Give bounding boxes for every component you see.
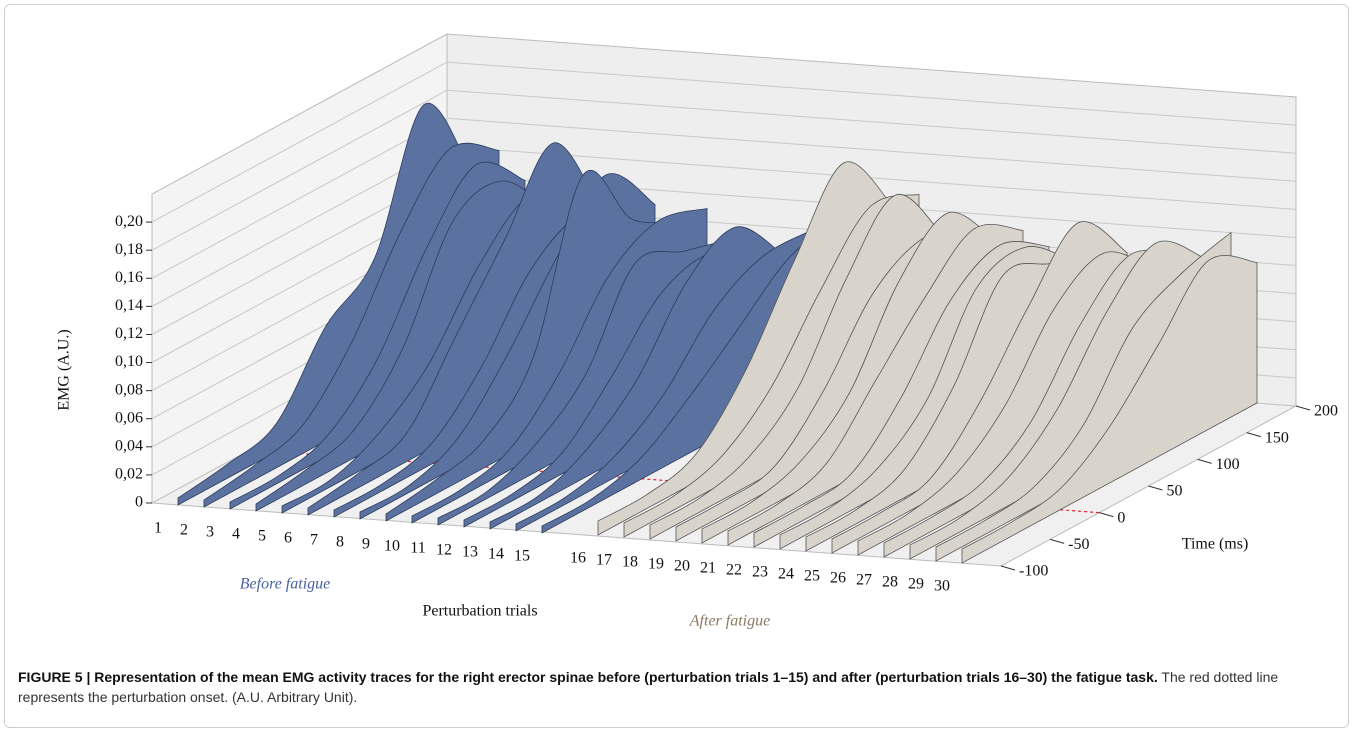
trial-label: 15 (514, 548, 530, 565)
y-tick-label: 0,06 (115, 409, 143, 426)
trial-label: 30 (934, 578, 950, 595)
trial-label: 11 (410, 540, 425, 557)
trial-label: 13 (462, 544, 478, 561)
x-tick (1000, 565, 1016, 571)
x-tick-label: 0 (1117, 509, 1125, 526)
x-tick (1295, 405, 1311, 411)
legend-label: After fatigue (689, 613, 770, 630)
trial-label: 27 (856, 572, 872, 589)
trial-label: 20 (674, 558, 690, 575)
trial-label: 16 (570, 550, 586, 567)
figure-frame (4, 4, 1349, 728)
y-tick-label: 0,08 (115, 381, 143, 398)
caption-text: The red dotted line represents the pertu… (18, 669, 1279, 705)
x-tick (1050, 538, 1065, 544)
trace-area (597, 161, 894, 536)
trace-area (701, 211, 998, 544)
y-axis-label: EMG (A.U.) (56, 329, 73, 410)
grid-line (151, 117, 1297, 279)
trial-label: 2 (180, 522, 188, 539)
trial-label: 21 (700, 560, 716, 577)
trial-label: 17 (596, 552, 612, 569)
y-tick-label: 0 (135, 494, 143, 511)
x-tick-label: 100 (1216, 456, 1240, 473)
x-tick (1099, 512, 1114, 518)
trial-label: 6 (284, 530, 292, 547)
trace-area (909, 240, 1206, 560)
x-tick (1246, 432, 1261, 438)
x-tick (1148, 485, 1163, 491)
trial-label: 22 (726, 562, 742, 579)
y-tick-label: 0,02 (115, 466, 143, 483)
y-tick-label: 0,12 (115, 325, 143, 342)
trial-label: 25 (804, 568, 820, 585)
trial-label: 28 (882, 574, 898, 591)
y-tick-label: 0,14 (115, 297, 143, 314)
trace-area (385, 169, 682, 522)
trial-label: 1 (154, 520, 162, 537)
trace-area (203, 142, 500, 508)
trial-label: 12 (436, 542, 452, 559)
trial-label: 10 (384, 538, 400, 555)
trace-area (515, 229, 812, 532)
trial-label: 26 (830, 570, 846, 587)
y-tick-label: 0,20 (115, 213, 143, 230)
x-tick-label: 150 (1265, 429, 1289, 446)
x-tick (1197, 458, 1212, 464)
trial-label: 29 (908, 576, 924, 593)
trace-area (961, 255, 1258, 564)
trace-area (541, 217, 838, 534)
trace-area (489, 226, 786, 530)
trace-area (255, 180, 552, 512)
trace-area (649, 194, 946, 540)
trial-label: 7 (310, 532, 318, 549)
caption: FIGURE 5 | Representation of the mean EM… (18, 667, 1338, 707)
grid-line (151, 61, 1297, 223)
trials-axis-label: Perturbation trials (422, 603, 537, 620)
trace-area (831, 221, 1128, 554)
x-tick-label: 200 (1314, 403, 1338, 420)
trial-label: 5 (258, 528, 266, 545)
y-tick-label: 0,04 (115, 437, 143, 454)
trace-area (935, 231, 1232, 562)
y-tick-label: 0,16 (115, 269, 143, 286)
trial-label: 4 (232, 526, 240, 543)
x-axis-label: Time (ms) (1182, 536, 1249, 553)
trial-label: 18 (622, 554, 638, 571)
x-tick-label: 50 (1167, 483, 1183, 500)
trial-label: 23 (752, 564, 768, 581)
trial-label: 24 (778, 566, 794, 583)
y-tick-label: 0,18 (115, 241, 143, 258)
trial-label: 14 (488, 546, 504, 563)
trial-label: 9 (362, 536, 370, 553)
y-tick-label: 0,10 (115, 353, 143, 370)
trial-label: 8 (336, 534, 344, 551)
grid-line (151, 89, 1297, 251)
chart: EMG (A.U.) Perturbation trials Time (ms)… (56, 33, 1338, 630)
trial-label: 19 (648, 556, 664, 573)
trial-label: 3 (206, 524, 214, 541)
caption-title: FIGURE 5 | Representation of the mean EM… (18, 669, 1158, 685)
trace-area (177, 102, 474, 506)
x-tick-label: -100 (1019, 563, 1048, 580)
trace-area (307, 142, 604, 516)
legend-label: Before fatigue (240, 576, 331, 593)
x-tick-label: -50 (1068, 536, 1089, 553)
